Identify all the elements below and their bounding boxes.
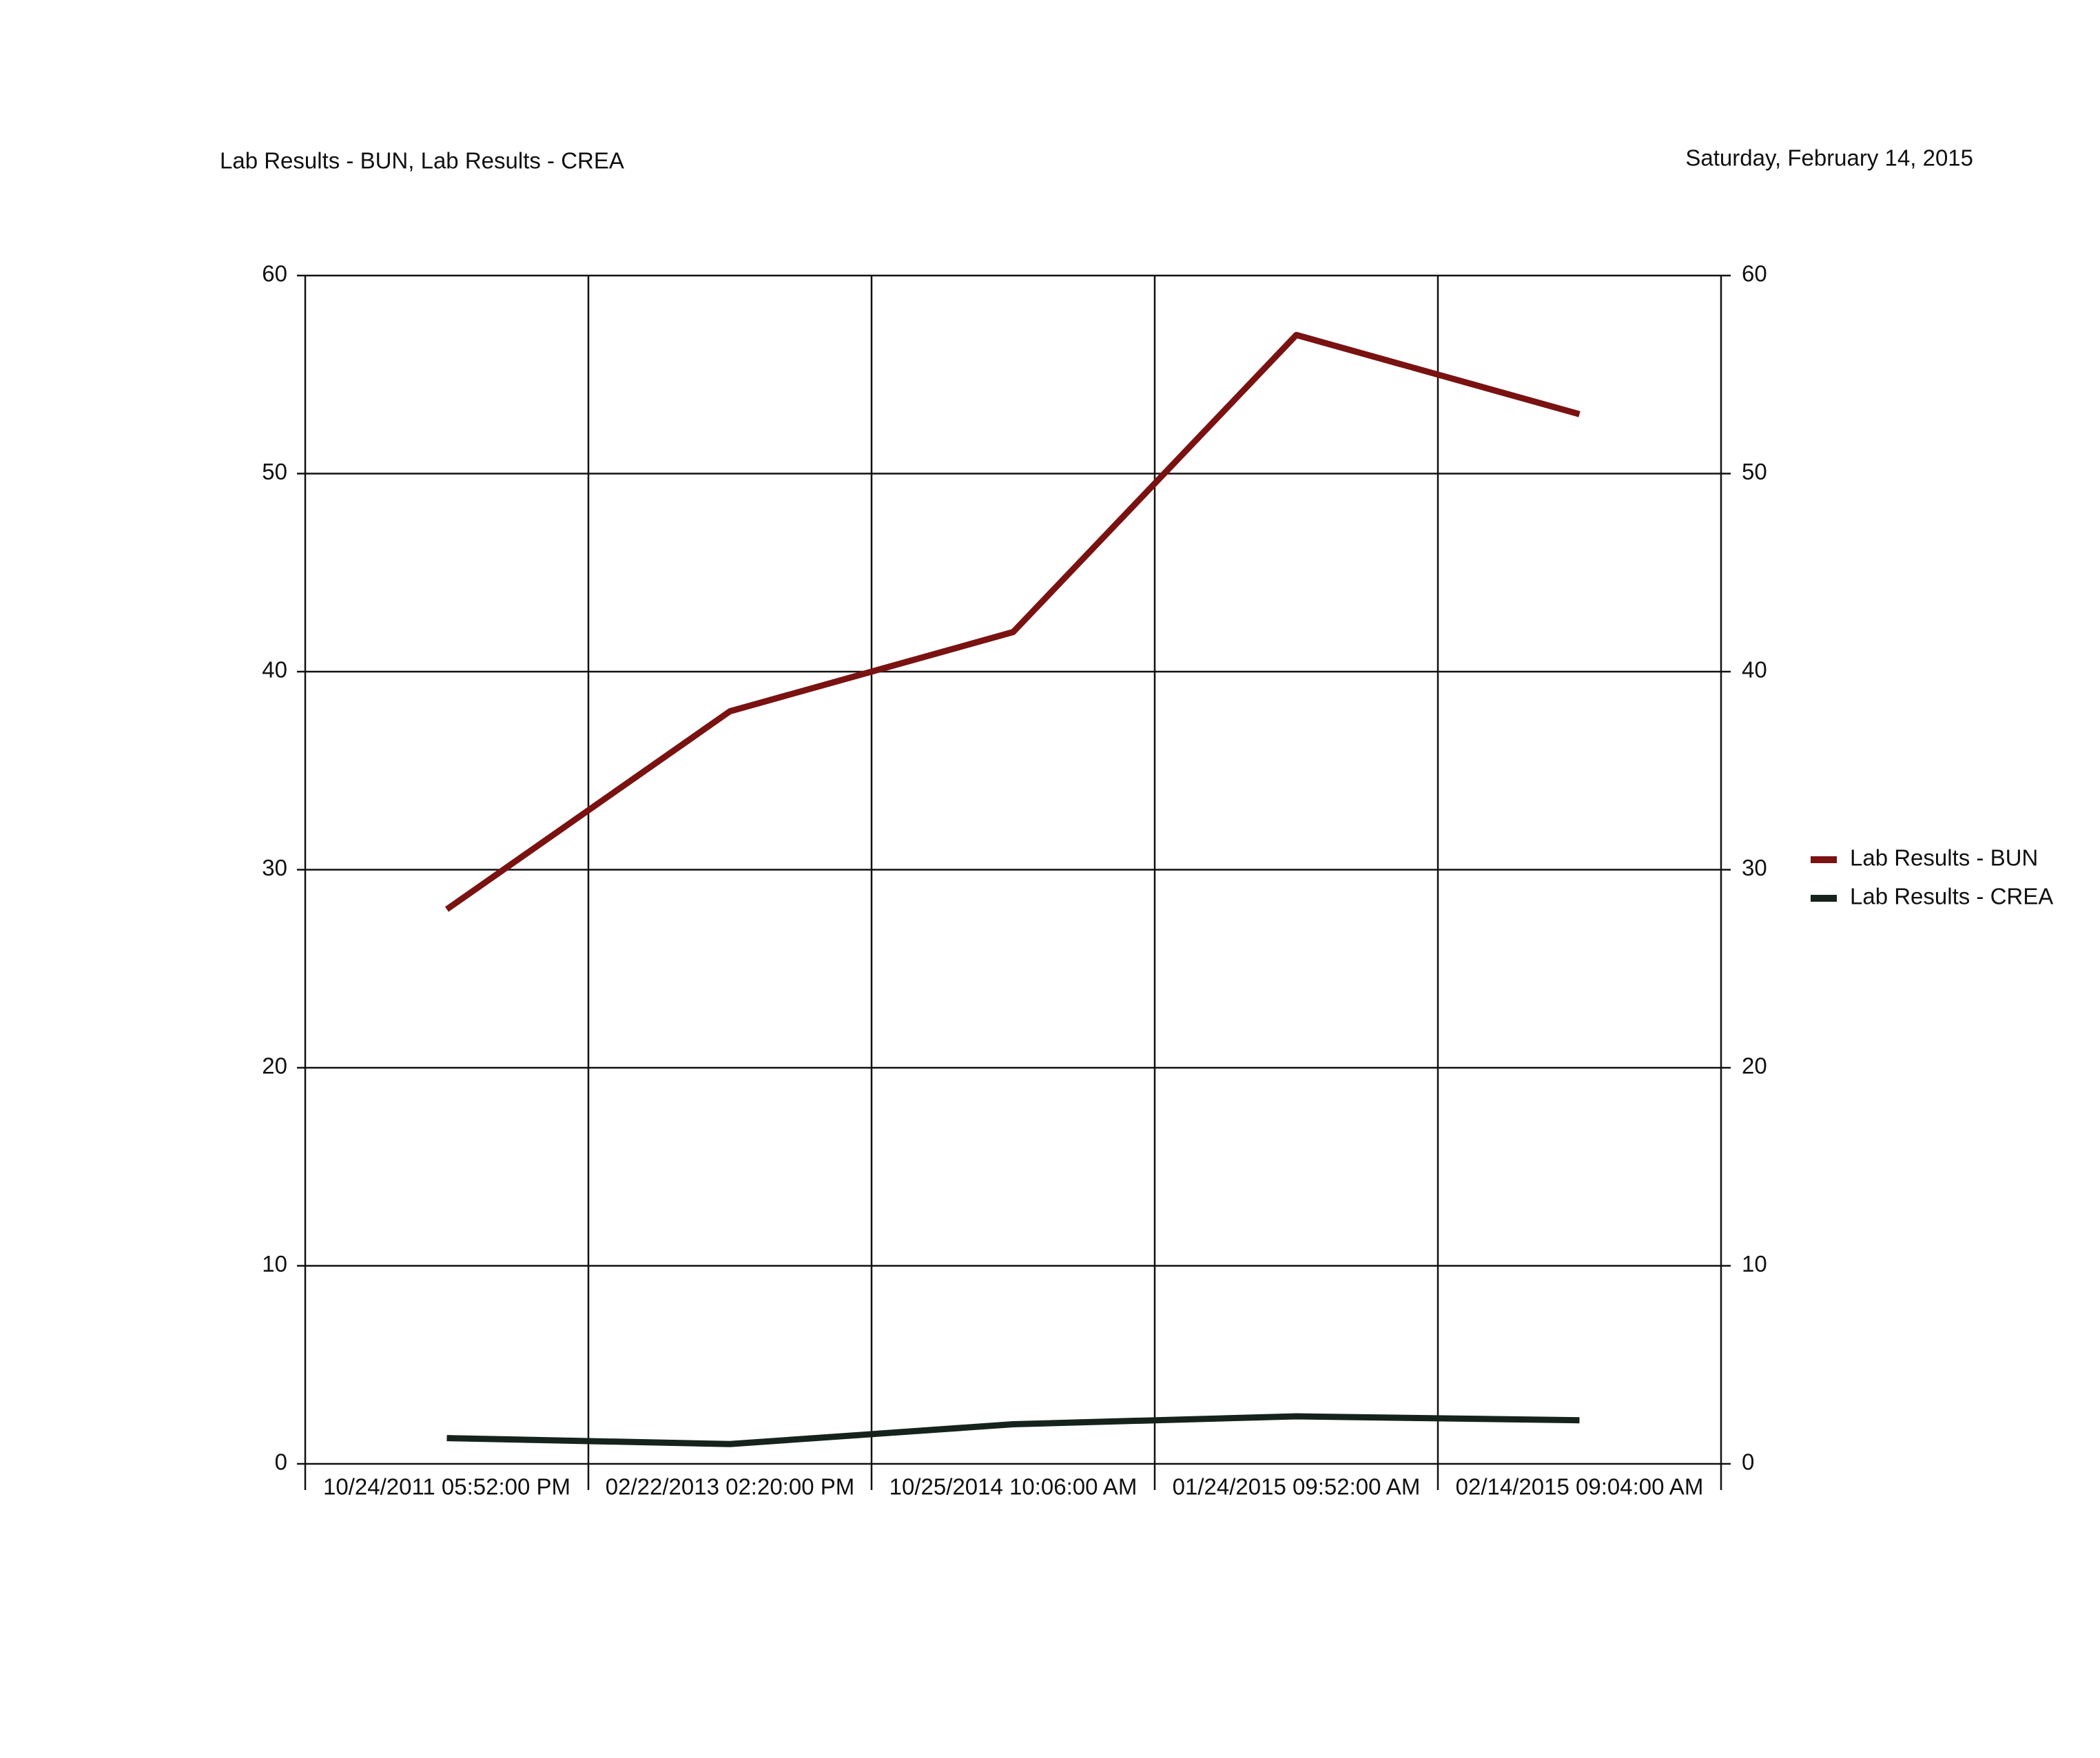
y2-tick-label: 0 [1742, 1449, 1754, 1475]
x-tick-label: 02/22/2013 02:20:00 PM [606, 1474, 854, 1500]
legend-label: Lab Results - BUN [1850, 845, 2038, 871]
y2-tick-label: 60 [1742, 261, 1767, 287]
y2-tick-label: 50 [1742, 459, 1767, 484]
y2-tick-label: 20 [1742, 1053, 1767, 1079]
x-tick-label: 01/24/2015 09:52:00 AM [1173, 1474, 1421, 1500]
y-tick-label: 60 [262, 261, 287, 287]
y2-tick-label: 30 [1742, 855, 1767, 880]
series-line [446, 1413, 1580, 1447]
x-tick-label: 10/24/2011 05:52:00 PM [323, 1474, 570, 1500]
y-tick-label: 20 [262, 1053, 287, 1079]
y-tick-label: 50 [262, 459, 287, 484]
y2-tick-label: 10 [1742, 1251, 1767, 1276]
x-tick-label: 10/25/2014 10:06:00 AM [889, 1474, 1138, 1500]
legend-label: Lab Results - CREA [1850, 884, 2053, 909]
y-tick-label: 30 [262, 855, 287, 880]
y-tick-label: 10 [262, 1251, 287, 1276]
x-tick-label: 02/14/2015 09:04:00 AM [1456, 1474, 1704, 1500]
chart-title: Lab Results - BUN, Lab Results - CREA [220, 148, 624, 174]
chart-date: Saturday, February 14, 2015 [1685, 145, 1973, 171]
y2-tick-label: 40 [1742, 657, 1767, 683]
y-tick-label: 0 [275, 1449, 287, 1475]
series-line [444, 331, 1581, 912]
y-tick-label: 40 [262, 657, 287, 683]
